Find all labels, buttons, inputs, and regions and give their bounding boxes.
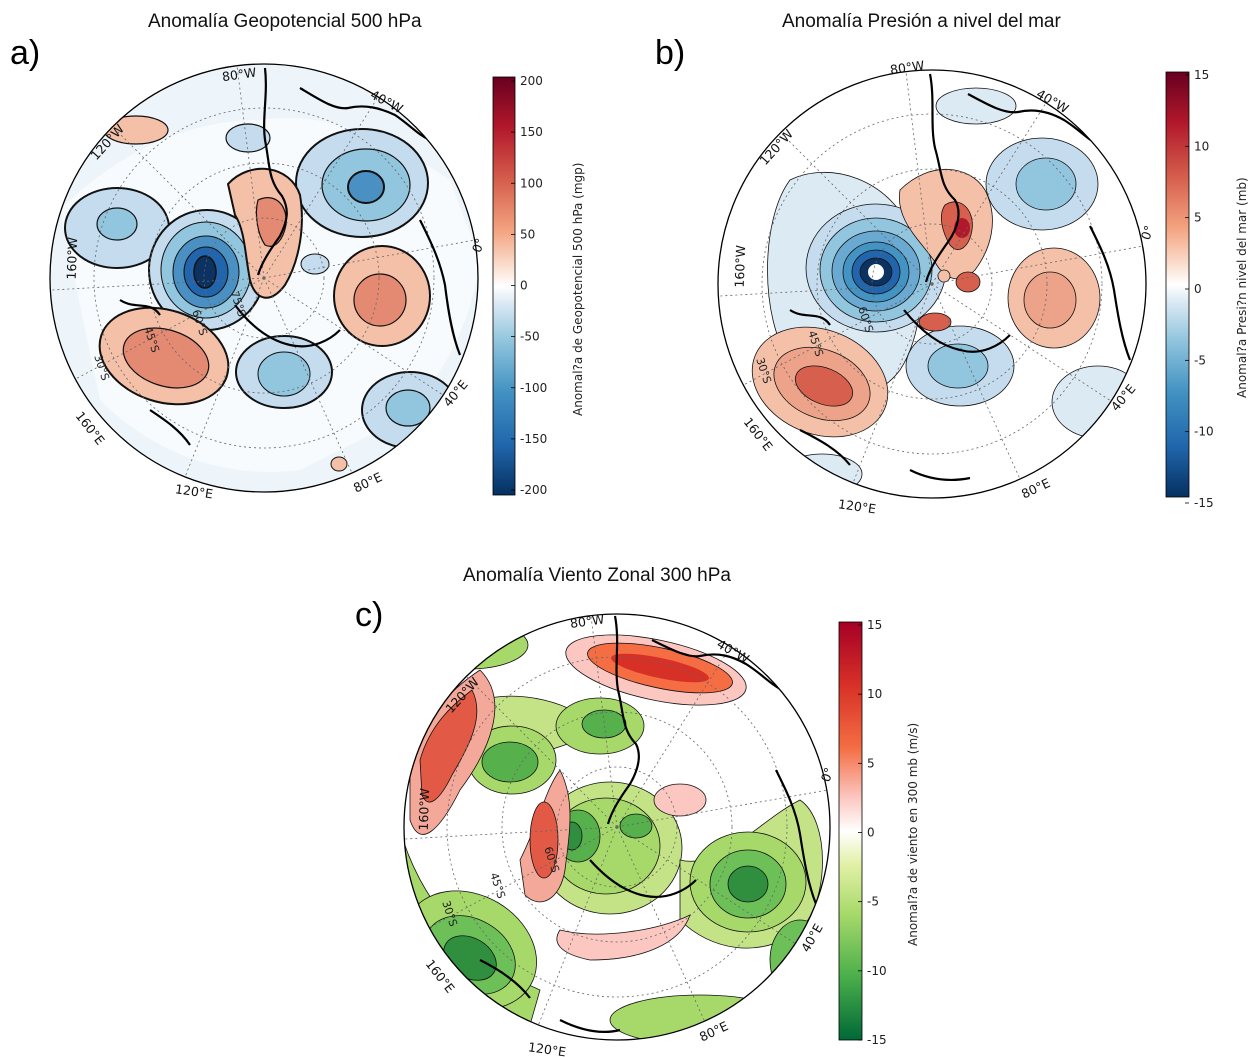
colorbar-tick-label: 100 (520, 176, 543, 190)
panel-c-label: c) (355, 596, 384, 634)
panel-b-lon-120e: 120°E (837, 496, 877, 516)
panel-a-colorbar-title: Anomal?a de Geopotencial 500 hPa (mgp) (571, 163, 585, 416)
colorbar-tick-label: 5 (867, 756, 875, 770)
colorbar-tick-label: 10 (867, 687, 882, 701)
panel-b-graticule (719, 71, 1144, 484)
panel-b-map (717, 69, 1147, 499)
colorbar-tick-label: -50 (520, 330, 540, 344)
colorbar-tick-label: -5 (1194, 353, 1206, 367)
panel-b-title: Anomalía Presión a nivel del mar (782, 11, 1061, 32)
panel-c-coastlines (479, 615, 818, 1034)
panel-a-lon-0: 0° (469, 236, 488, 254)
colorbar-tick-label: -10 (867, 964, 887, 978)
panel-a-lon-80w: 80°W (221, 65, 257, 85)
colorbar-tick-label: -15 (867, 1033, 887, 1047)
panel-a-coastlines (119, 67, 462, 446)
panel-b-label: b) (655, 34, 686, 72)
panel-c-graticule (404, 615, 829, 1027)
colorbar-tick-label: -200 (520, 483, 547, 497)
panel-a-title: Anomalía Geopotencial 500 hPa (148, 11, 422, 32)
panel-b-negative-anomalies (767, 87, 1145, 495)
colorbar-tick-label: 50 (520, 227, 535, 241)
panel-c-lon-80w: 80°W (569, 611, 605, 631)
colorbar-tick-label: 10 (1194, 139, 1209, 153)
panel-a-negative-anomalies (64, 123, 459, 449)
colorbar-tick-label: -10 (1194, 425, 1214, 439)
colorbar-tick-label: -15 (1194, 496, 1214, 510)
panel-c-lon-0: 0° (818, 765, 837, 783)
colorbar-tick-label: -150 (520, 432, 547, 446)
panel-c-title: Anomalía Viento Zonal 300 hPa (463, 565, 731, 586)
panel-c-lon-120e: 120°E (527, 1039, 567, 1057)
panel-a-lon-160w: 160°W (64, 237, 80, 280)
panel-b-colorbar: 15 10 5 0 -5 -10 -15 Anomal?a Presi?n nivel de… (1165, 68, 1249, 510)
panel-c-positive-anomalies (409, 634, 747, 961)
colorbar-tick-label: 150 (520, 125, 543, 139)
panel-b-coastlines (789, 73, 1132, 481)
panel-c-colorbar: 15 10 5 0 -5 -10 -15 Anomal?a de viento en 300… (838, 618, 920, 1047)
panel-c-lon-160w: 160°W (416, 788, 432, 831)
panel-b-lon-80w: 80°W (889, 58, 925, 78)
colorbar-tick-label: 200 (520, 74, 543, 88)
panel-c-colorbar-title: Anomal?a de viento en 300 mb (m/s) (906, 723, 920, 946)
colorbar-tick-label: -100 (520, 381, 547, 395)
colorbar-tick-label: 5 (1194, 211, 1202, 225)
panel-a-lon-80e: 80°E (351, 469, 385, 495)
panel-a-map (49, 63, 479, 493)
colorbar-tick-label: 0 (1194, 282, 1202, 296)
colorbar-tick-label: 15 (867, 618, 882, 632)
colorbar-tick-label: 0 (867, 826, 875, 840)
panel-b-lon-160w: 160°W (732, 245, 748, 288)
panel-a-lon-120e: 120°E (174, 481, 214, 501)
panel-a-label: a) (10, 34, 41, 72)
colorbar-tick-label: 0 (520, 279, 528, 293)
colorbar-tick-label: -5 (867, 895, 879, 909)
panel-b-lon-0: 0° (1138, 223, 1157, 241)
panel-b-lon-80e: 80°E (1019, 475, 1053, 501)
panel-c-map (403, 613, 831, 1041)
panel-a-colorbar: 200 150 100 50 0 -50 -100 -150 -200 Anomal?a de … (492, 74, 585, 497)
colorbar-tick-label: 15 (1194, 68, 1209, 82)
panel-b-colorbar-title: Anomal?a Presi?n nivel del mar (mb) (1235, 177, 1249, 398)
panel-b-positive-anomalies (751, 168, 1101, 438)
